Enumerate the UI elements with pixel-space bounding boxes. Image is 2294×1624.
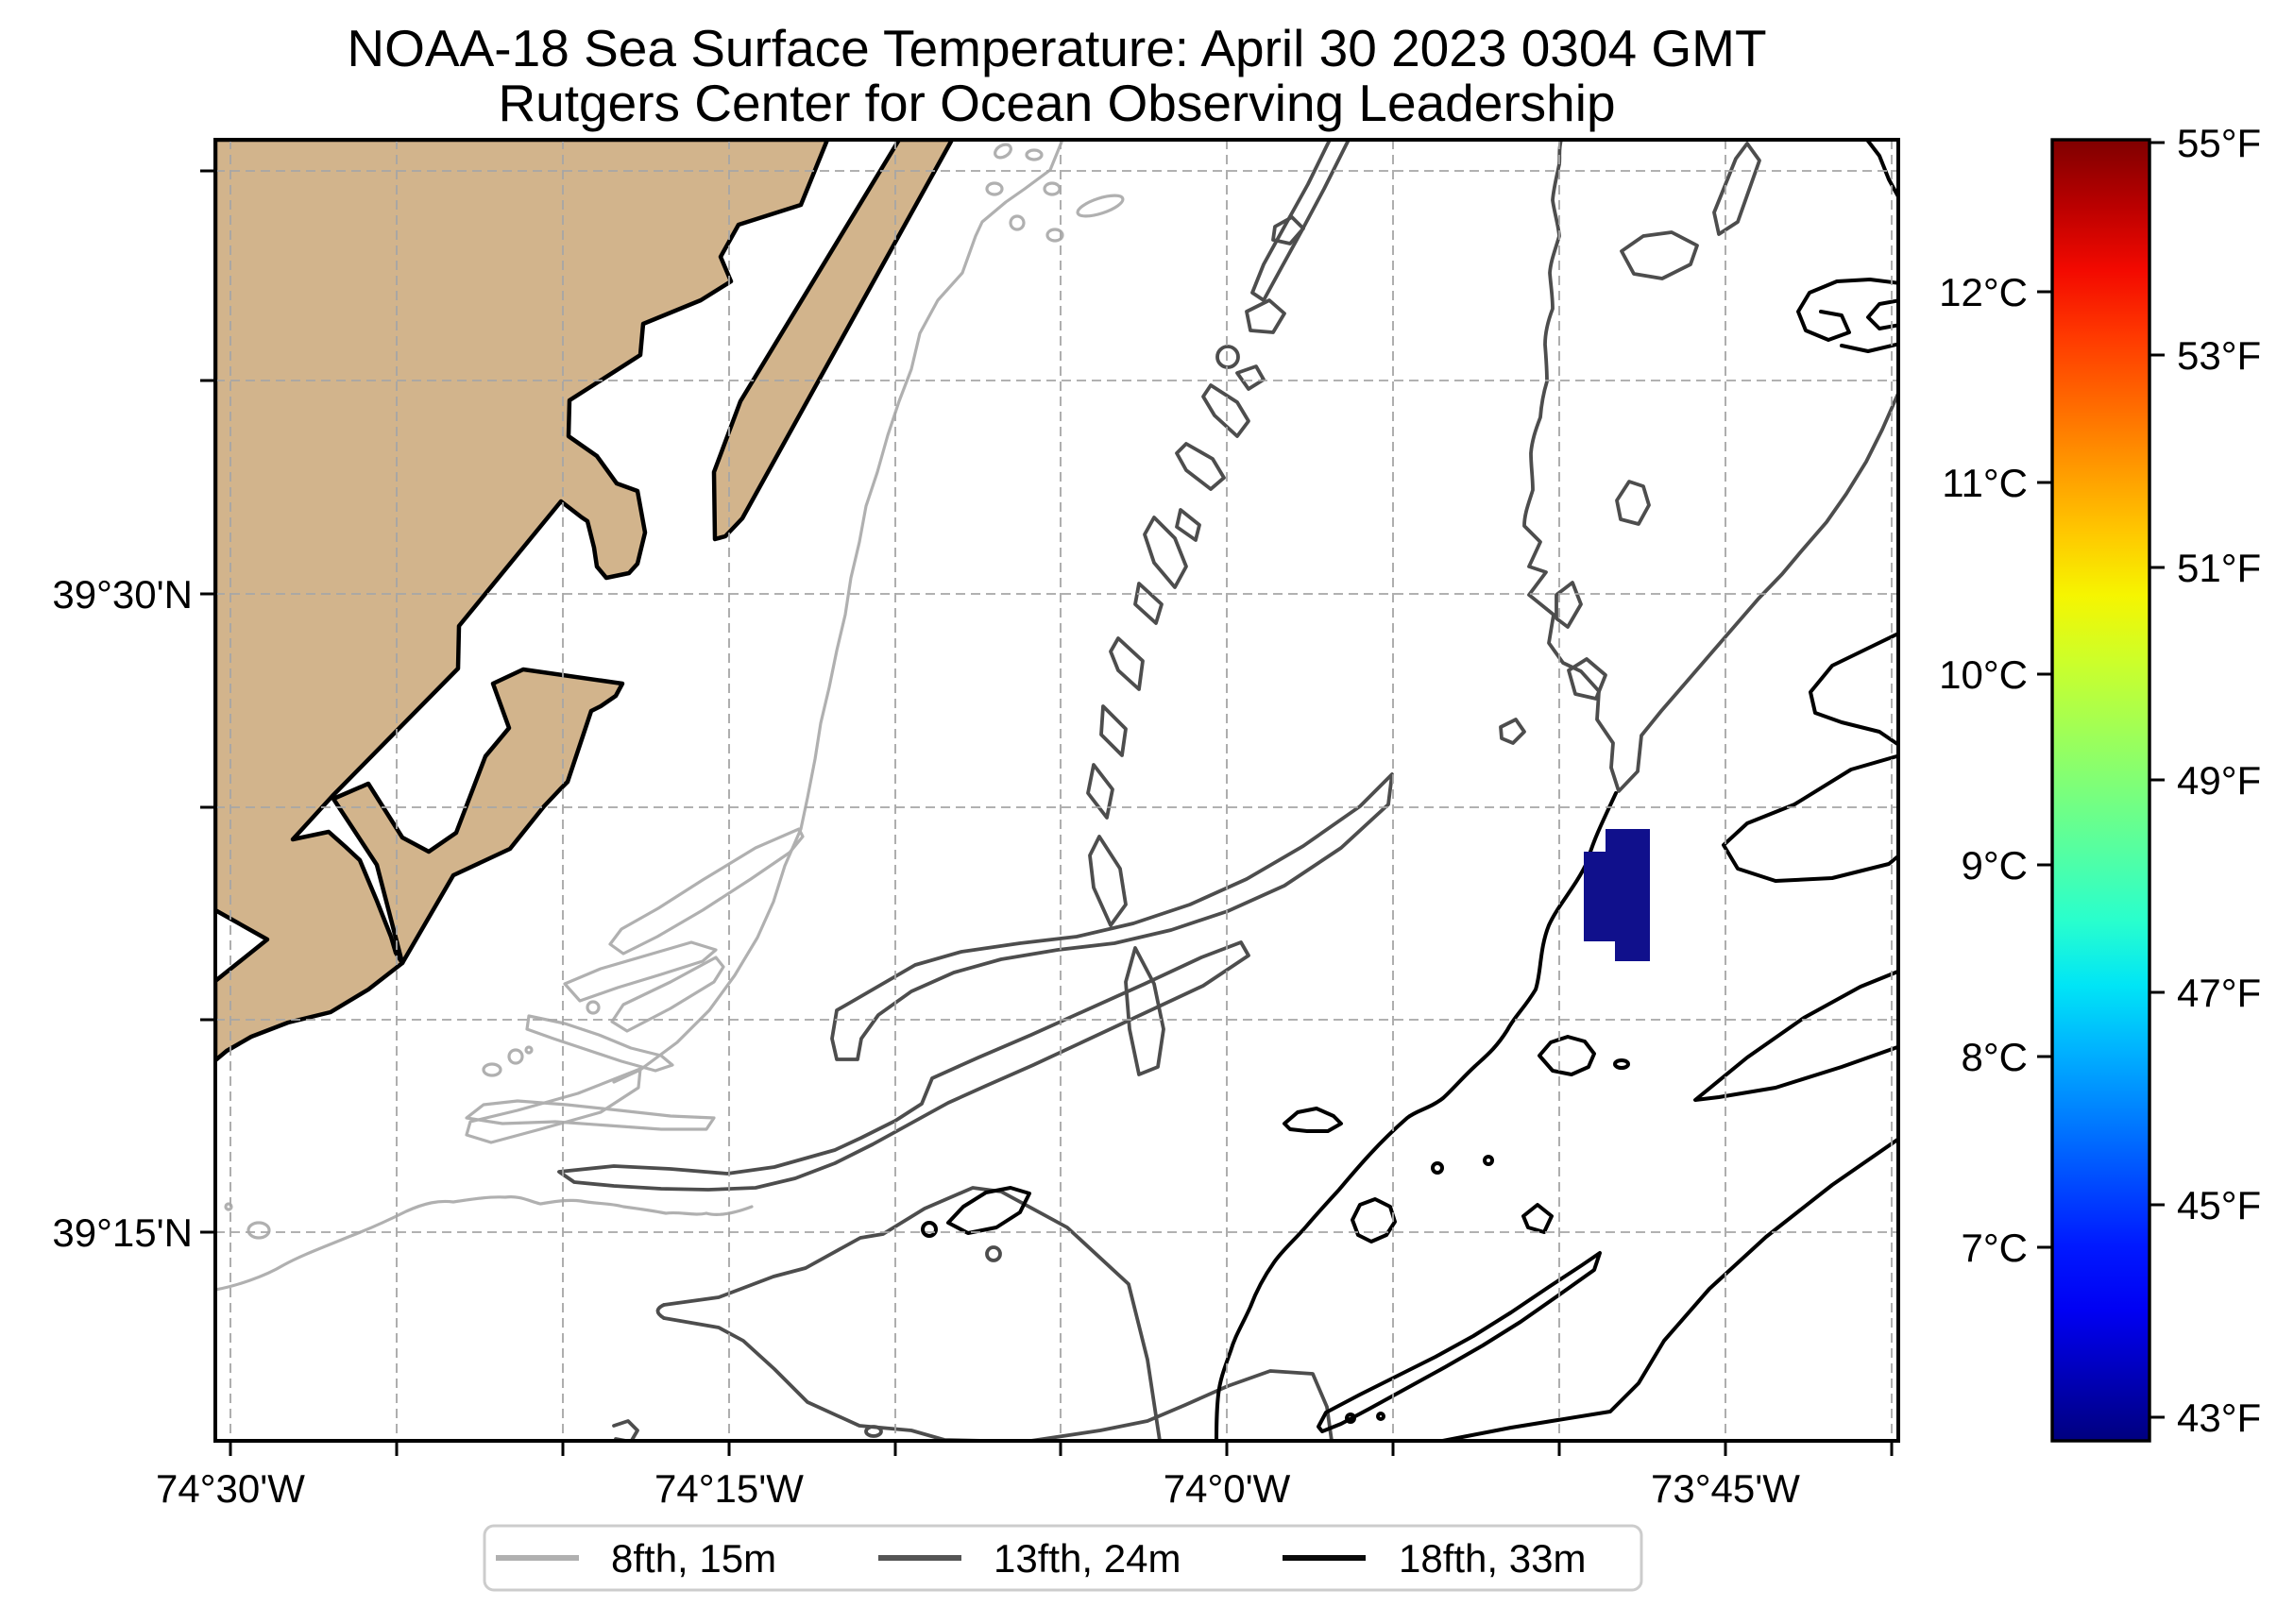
svg-text:12°C: 12°C <box>1939 270 2028 314</box>
svg-text:51°F: 51°F <box>2177 546 2261 590</box>
svg-text:NOAA-18 Sea Surface Temperatur: NOAA-18 Sea Surface Temperature: April 3… <box>347 19 1766 77</box>
svg-text:13fth, 24m: 13fth, 24m <box>994 1536 1181 1581</box>
svg-text:55°F: 55°F <box>2177 121 2261 165</box>
svg-text:18fth, 33m: 18fth, 33m <box>1399 1536 1586 1581</box>
svg-text:7°C: 7°C <box>1962 1226 2029 1270</box>
svg-text:74°15'W: 74°15'W <box>654 1466 804 1511</box>
svg-text:74°30'W: 74°30'W <box>156 1466 305 1511</box>
svg-text:49°F: 49°F <box>2177 758 2261 803</box>
svg-text:73°45'W: 73°45'W <box>1651 1466 1800 1511</box>
svg-text:11°C: 11°C <box>1942 461 2028 505</box>
svg-text:39°15'N: 39°15'N <box>52 1210 193 1255</box>
svg-text:53°F: 53°F <box>2177 333 2261 378</box>
svg-text:47°F: 47°F <box>2177 971 2261 1015</box>
svg-text:8fth, 15m: 8fth, 15m <box>611 1536 776 1581</box>
svg-text:10°C: 10°C <box>1939 652 2028 697</box>
svg-text:Rutgers Center for Ocean Obser: Rutgers Center for Ocean Observing Leade… <box>498 74 1615 132</box>
svg-text:8°C: 8°C <box>1962 1035 2029 1079</box>
svg-text:43°F: 43°F <box>2177 1396 2261 1440</box>
svg-text:9°C: 9°C <box>1962 843 2029 888</box>
svg-text:74°0'W: 74°0'W <box>1164 1466 1291 1511</box>
svg-text:45°F: 45°F <box>2177 1183 2261 1227</box>
svg-text:39°30'N: 39°30'N <box>52 572 193 617</box>
